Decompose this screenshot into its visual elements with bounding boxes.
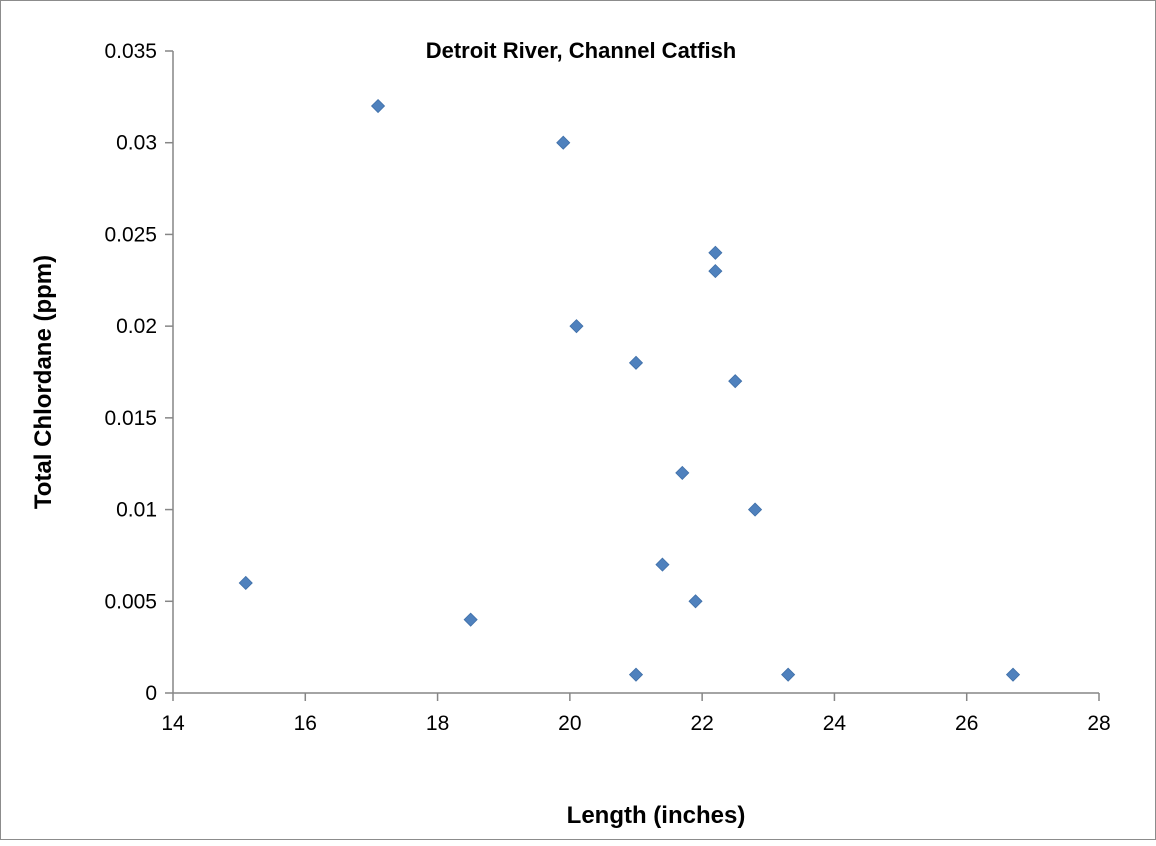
- data-point: [655, 557, 670, 572]
- data-point: [569, 319, 584, 334]
- x-tick-label: 16: [294, 712, 317, 735]
- data-point: [628, 355, 644, 370]
- data-point: [556, 135, 571, 150]
- x-tick-label: 26: [955, 712, 978, 735]
- axes: [165, 50, 1100, 701]
- data-point: [781, 667, 796, 682]
- x-tick-labels: 14 16 18 20 22 24 26 28: [161, 712, 1110, 735]
- x-tick-label: 24: [823, 712, 847, 735]
- y-tick-label: 0.03: [116, 132, 157, 155]
- data-point: [463, 612, 478, 627]
- x-tick-label: 22: [690, 712, 713, 735]
- y-tick-label: 0.01: [116, 499, 157, 522]
- chart-title: Detroit River, Channel Catfish: [426, 38, 737, 63]
- y-tick-label: 0.015: [104, 407, 157, 430]
- y-tick-labels: 0 0.005 0.01 0.015 0.02 0.025 0.03 0.035: [104, 40, 157, 705]
- data-point: [708, 245, 723, 260]
- data-point: [708, 264, 723, 279]
- data-point: [628, 667, 644, 682]
- y-axis-title: Total Chlordane (ppm): [30, 255, 57, 509]
- x-tick-label: 20: [558, 712, 581, 735]
- x-tick-label: 18: [426, 712, 449, 735]
- y-tick-label: 0: [145, 682, 157, 705]
- y-tick-label: 0.025: [104, 223, 157, 246]
- x-tick-label: 14: [161, 712, 185, 735]
- y-tick-label: 0.005: [104, 590, 157, 613]
- x-axis-title: Length (inches): [567, 802, 746, 829]
- y-tick-label: 0.02: [116, 315, 157, 338]
- data-point: [675, 465, 690, 480]
- x-tick-label: 28: [1087, 712, 1110, 735]
- data-point: [688, 594, 703, 609]
- y-tick-label: 0.035: [104, 40, 157, 63]
- data-point: [370, 98, 386, 114]
- data-point: [747, 502, 763, 517]
- data-point: [238, 575, 253, 591]
- data-points: [238, 98, 1021, 682]
- data-point: [728, 374, 743, 389]
- data-point: [1005, 667, 1021, 682]
